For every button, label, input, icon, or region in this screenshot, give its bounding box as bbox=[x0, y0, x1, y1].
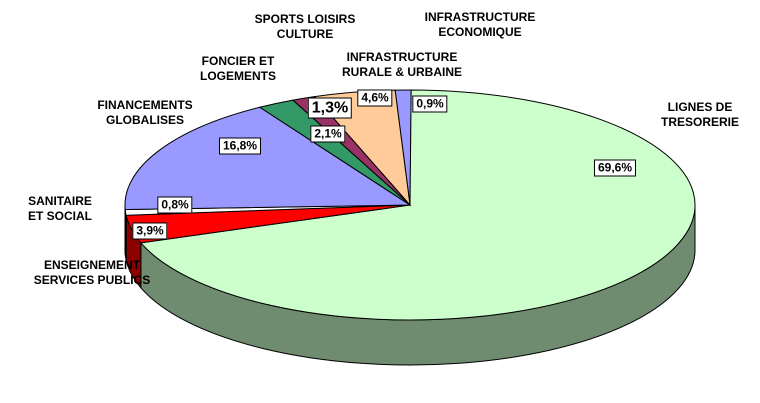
category-label: ENSEIGNEMENT SERVICES PUBLICS bbox=[33, 258, 151, 287]
category-label: FONCIER ET LOGEMENTS bbox=[199, 54, 277, 83]
slice bbox=[139, 89, 696, 321]
slice bbox=[124, 106, 412, 211]
category-label: SANITAIRE ET SOCIAL bbox=[27, 194, 93, 223]
category-label: LIGNES DE TRESORERIE bbox=[660, 100, 740, 129]
value-label: 2,1% bbox=[310, 125, 346, 143]
category-label: INFRASTRUCTURE ECONOMIQUE bbox=[424, 10, 536, 39]
value-label: 0,8% bbox=[157, 196, 193, 214]
slice bbox=[313, 89, 411, 207]
category-label: SPORTS LOISIRS CULTURE bbox=[254, 12, 356, 41]
category-label: FINANCEMENTS GLOBALISES bbox=[97, 98, 193, 127]
value-label: 16,8% bbox=[218, 137, 262, 155]
value-label: 69,6% bbox=[593, 159, 637, 177]
value-label: 0,9% bbox=[412, 95, 448, 113]
value-label: 1,3% bbox=[307, 97, 353, 119]
value-label: 4,6% bbox=[357, 89, 393, 107]
value-label: 3,9% bbox=[132, 222, 168, 240]
category-label: INFRASTRUCTURE RURALE & URBAINE bbox=[342, 50, 462, 79]
